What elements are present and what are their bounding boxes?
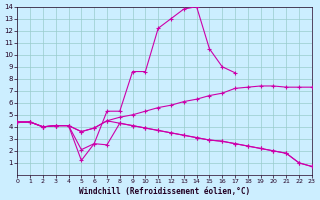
X-axis label: Windchill (Refroidissement éolien,°C): Windchill (Refroidissement éolien,°C) (79, 187, 250, 196)
